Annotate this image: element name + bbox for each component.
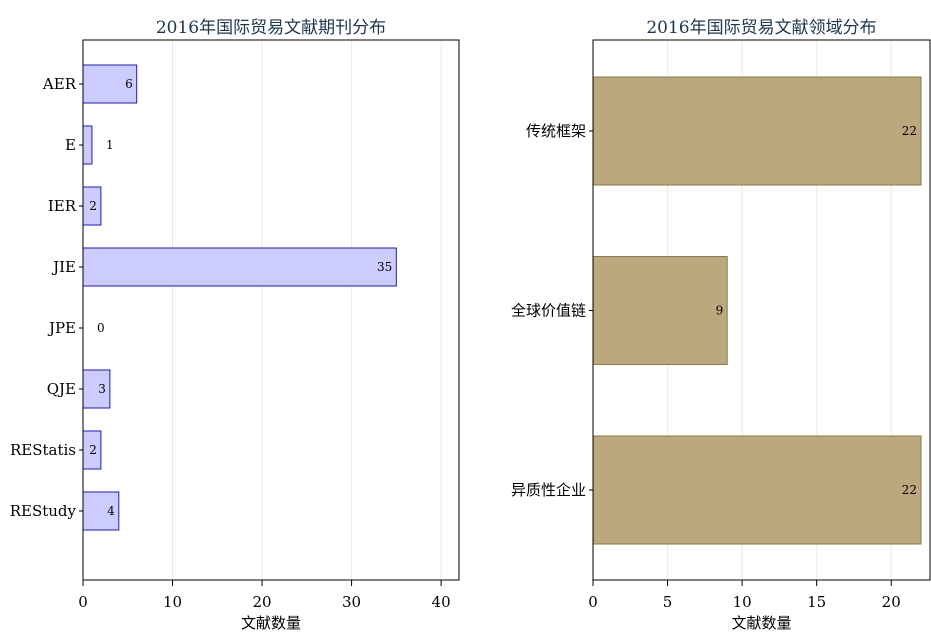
x-tick-label: 15 [807,593,826,611]
category-label: REStudy [10,502,77,520]
x-tick-label: 40 [432,593,451,611]
x-tick-label: 20 [882,593,901,611]
category-label: JIE [51,258,76,276]
category-label: 传统框架 [526,122,586,140]
x-tick-label: 30 [342,593,361,611]
category-label: IER [48,197,77,215]
bar [82,247,397,287]
category-label: JPE [47,319,76,337]
x-tick-label: 10 [733,593,752,611]
bar [592,76,922,186]
category-label: AER [42,75,77,93]
bar [82,369,111,409]
chart-title: 2016年国际贸易文献期刊分布 [156,18,386,38]
data-label: 9 [716,304,724,318]
data-label: 2 [89,199,97,213]
x-axis-label: 文献数量 [241,614,301,632]
plot-frame [592,39,931,581]
bar [82,125,93,165]
bar [82,64,138,104]
x-tick-label: 20 [253,593,272,611]
data-label: 35 [377,260,392,274]
bar [592,256,728,365]
data-label: 3 [98,382,106,396]
x-tick-label: 0 [588,593,598,611]
x-tick-label: 10 [163,593,182,611]
x-axis-label: 文献数量 [731,614,791,632]
data-label: 2 [89,443,97,457]
chart-panel-2: 22 传统框架 9 全球价值链 22 异质性企业 0 5 10 15 20 2016年国际贸易文献领域… [511,18,931,632]
data-label: 0 [97,321,105,335]
category-label: REStatis [10,441,76,459]
category-label: 异质性企业 [511,481,586,499]
data-label: 4 [107,504,115,518]
plot-frame [82,39,460,581]
x-tick-label: 0 [78,593,88,611]
chart-title: 2016年国际贸易文献领域分布 [646,18,876,38]
data-label: 1 [106,138,114,152]
data-label: 6 [125,77,133,91]
category-label: 全球价值链 [511,302,586,320]
category-label: QJE [47,380,76,398]
x-tick-label: 5 [663,593,673,611]
data-label: 22 [902,483,917,497]
chart-panel-1: 6 AER 1 E 2 IER 35 JIE 0 JPE 3 QJE 2 REStatis 4 REStudy… [10,18,460,632]
data-label: 22 [902,124,917,138]
bar [592,435,922,545]
category-label: E [65,136,76,154]
